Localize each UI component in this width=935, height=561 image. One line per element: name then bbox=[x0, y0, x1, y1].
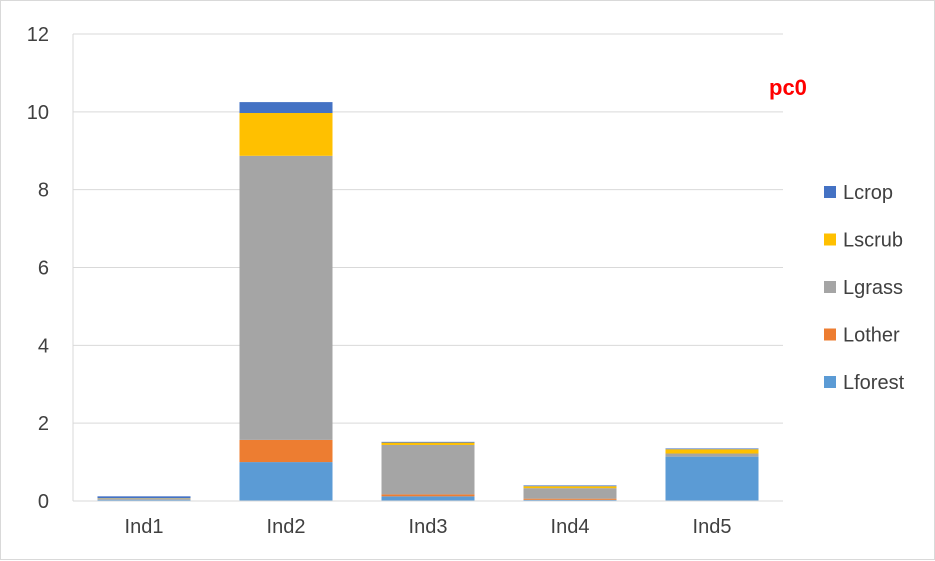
x-tick-label: Ind4 bbox=[551, 516, 590, 538]
bar-segment-lforest-ind5 bbox=[665, 457, 758, 501]
x-tick-label: Ind1 bbox=[125, 516, 164, 538]
x-tick-label: Ind2 bbox=[267, 516, 306, 538]
legend-label-lcrop: Lcrop bbox=[843, 182, 893, 204]
x-axis: Ind1 Ind2 Ind3 Ind4 Ind5 bbox=[125, 516, 732, 538]
bar-segment-lcrop-ind2 bbox=[239, 102, 332, 113]
x-tick-label: Ind5 bbox=[693, 516, 732, 538]
bar-segment-lcrop-ind4 bbox=[523, 485, 616, 486]
bar-segment-lother-ind4 bbox=[523, 499, 616, 500]
y-axis: 0 2 4 6 8 10 12 bbox=[27, 24, 783, 513]
y-tick-label: 12 bbox=[27, 24, 49, 46]
legend-swatch-lother bbox=[824, 329, 836, 341]
legend-label-lforest: Lforest bbox=[843, 372, 905, 394]
bar-segment-lcrop-ind1 bbox=[97, 496, 190, 498]
gridlines bbox=[73, 34, 783, 423]
bar-segment-lforest-ind3 bbox=[381, 496, 474, 501]
bar-segment-lcrop-ind3 bbox=[381, 442, 474, 443]
legend: Lcrop Lscrub Lgrass Lother Lforest bbox=[824, 182, 905, 394]
bar-segment-lscrub-ind5 bbox=[665, 449, 758, 453]
bar-segment-lgrass-ind5 bbox=[665, 454, 758, 457]
y-tick-label: 6 bbox=[38, 258, 49, 280]
bar-segment-lforest-ind2 bbox=[239, 462, 332, 501]
legend-swatch-lscrub bbox=[824, 234, 836, 246]
bar-segment-lgrass-ind2 bbox=[239, 156, 332, 440]
y-tick-label: 2 bbox=[38, 413, 49, 435]
bar-segment-lscrub-ind2 bbox=[239, 113, 332, 156]
bar-segment-lgrass-ind4 bbox=[523, 488, 616, 499]
y-tick-label: 10 bbox=[27, 102, 49, 124]
y-tick-label: 8 bbox=[38, 180, 49, 202]
bar-segment-lscrub-ind3 bbox=[381, 443, 474, 445]
legend-swatch-lforest bbox=[824, 376, 836, 388]
bars bbox=[97, 102, 758, 501]
legend-label-lscrub: Lscrub bbox=[843, 230, 903, 252]
legend-swatch-lgrass bbox=[824, 281, 836, 293]
legend-label-lother: Lother bbox=[843, 325, 900, 347]
legend-swatch-lcrop bbox=[824, 186, 836, 198]
bar-segment-lscrub-ind4 bbox=[523, 486, 616, 488]
y-tick-label: 4 bbox=[38, 335, 49, 357]
bar-segment-lgrass-ind1 bbox=[97, 499, 190, 500]
bar-segment-lother-ind2 bbox=[239, 440, 332, 462]
x-tick-label: Ind3 bbox=[409, 516, 448, 538]
bar-segment-lcrop-ind5 bbox=[665, 448, 758, 449]
chart-annotation: pc0 bbox=[769, 75, 807, 100]
legend-label-lgrass: Lgrass bbox=[843, 277, 903, 299]
bar-segment-lgrass-ind3 bbox=[381, 445, 474, 494]
bar-segment-lother-ind3 bbox=[381, 494, 474, 496]
y-tick-label: 0 bbox=[38, 491, 49, 513]
